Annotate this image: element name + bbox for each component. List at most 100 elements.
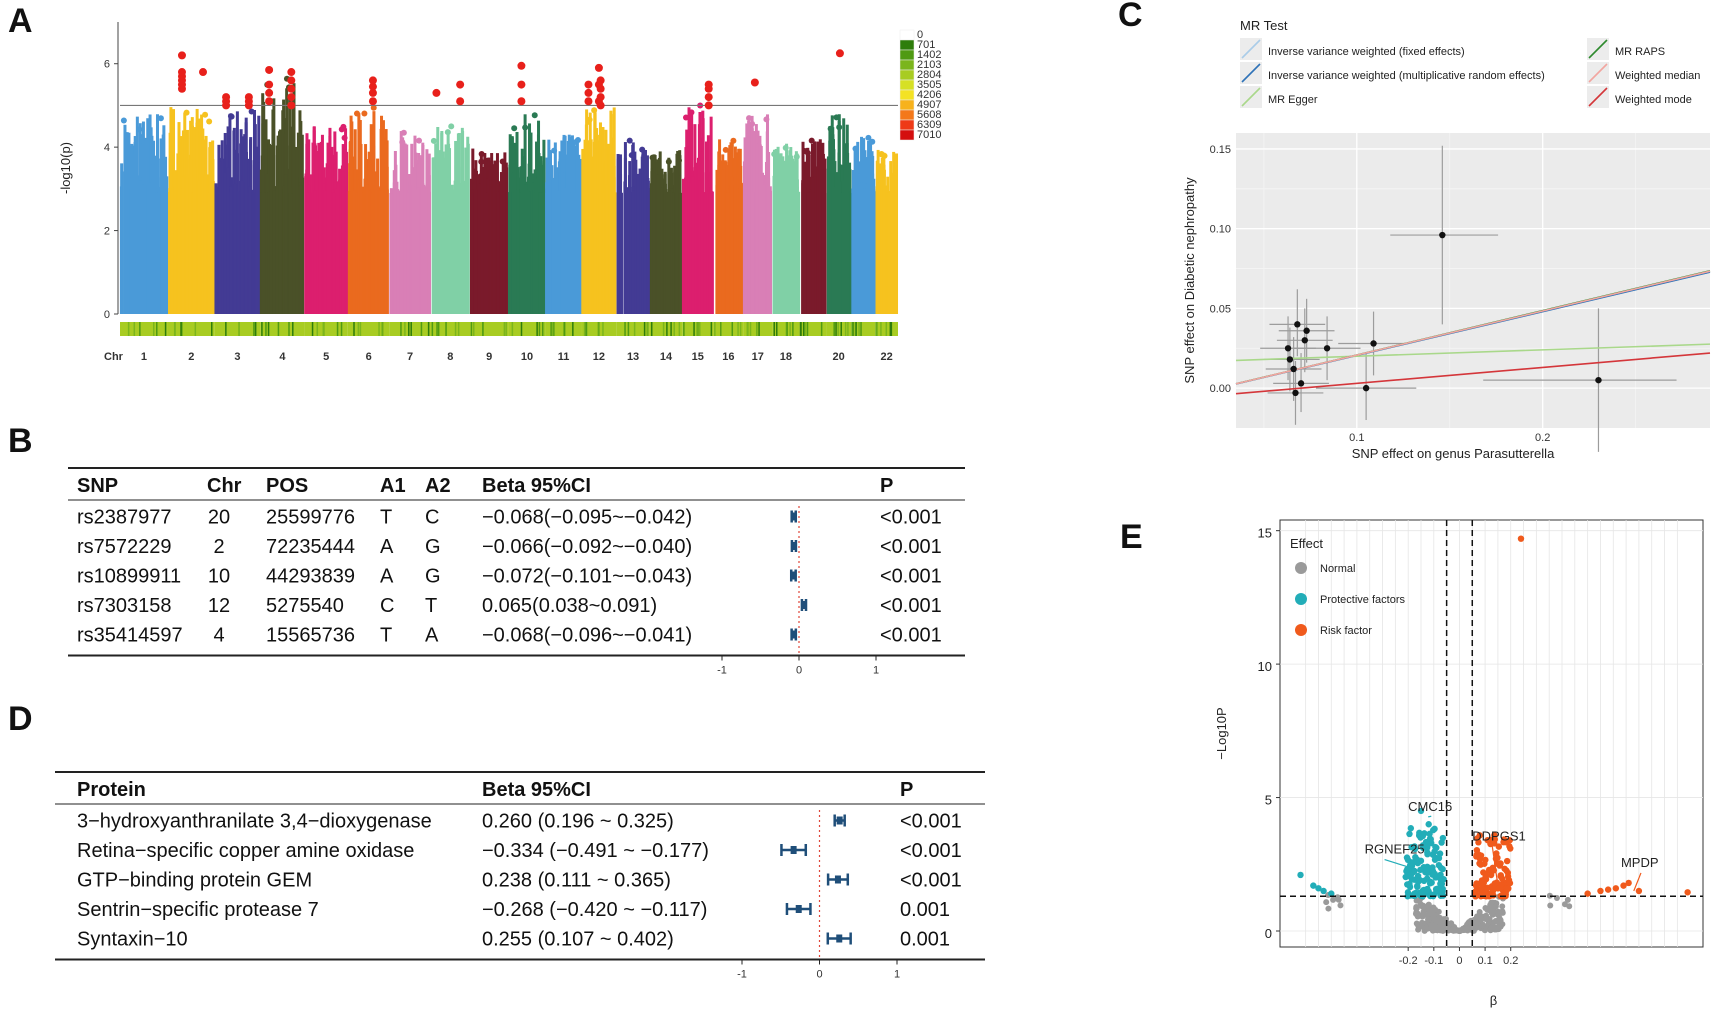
chr-point-column [758, 144, 762, 314]
chr-point-column [119, 186, 123, 314]
density-cell [802, 322, 805, 336]
chr-point-column [218, 161, 222, 314]
chr-point-column [357, 179, 361, 314]
significant-snp-point [750, 78, 759, 87]
significant-snp-point [222, 93, 231, 102]
chr-point-column [738, 148, 742, 314]
significant-snp-point [265, 88, 274, 97]
density-cell [265, 322, 267, 336]
table-cell-p: <0.001 [900, 870, 962, 892]
chr-point-column [275, 145, 279, 314]
normal-point [1440, 927, 1447, 934]
chr-top-point [682, 114, 689, 121]
chr-point-column [656, 174, 660, 314]
chr-point-column [686, 173, 690, 314]
chr-top-point [120, 117, 127, 124]
chr-point-column [843, 164, 847, 314]
density-cell [445, 322, 447, 336]
chr-1-density-strip [120, 322, 168, 336]
chr-point-column [638, 173, 642, 314]
forest-point-estimate [836, 816, 843, 825]
chr-point-column [306, 192, 310, 314]
forest-ci-bar [800, 599, 808, 611]
chr-top-point [248, 108, 255, 115]
protective-point [1405, 892, 1413, 899]
density-cell [359, 322, 362, 336]
chr-point-column [181, 176, 185, 314]
y-tick-label: 2 [104, 226, 110, 238]
normal-point [1497, 922, 1504, 929]
density-cell [470, 322, 473, 336]
y-tick-label: 0.00 [1210, 383, 1231, 395]
y-tick-label: 0 [1265, 926, 1272, 941]
density-legend-label: 0 [917, 29, 923, 41]
density-cell [800, 322, 802, 336]
chr-18-density-strip [772, 322, 800, 336]
density-cell [678, 322, 681, 336]
table-cell-a2: T [425, 595, 437, 617]
chr-point-column [341, 171, 345, 314]
chr-point-column [229, 187, 233, 314]
normal-point [1428, 922, 1435, 929]
chr-top-point [499, 158, 506, 165]
density-cell [647, 322, 649, 336]
panel-label-c: C [1118, 0, 1143, 34]
chr-point-column [870, 151, 874, 314]
chr-point-column [667, 190, 671, 314]
density-cell [260, 322, 305, 336]
table-cell-chr: 12 [208, 595, 230, 617]
chr-10-points [507, 112, 546, 314]
table-header-cell: Protein [77, 779, 146, 801]
density-cell [120, 322, 168, 336]
density-cell [322, 322, 325, 336]
chr-point-column [768, 186, 772, 314]
normal-point [1499, 909, 1506, 916]
chr-point-column [862, 188, 866, 314]
protective-point [1429, 868, 1437, 875]
chr-point-column [700, 151, 704, 314]
risk-point [1496, 862, 1503, 869]
chr-point-column [780, 192, 784, 314]
chr-point-column [323, 190, 327, 314]
protective-point [1297, 871, 1304, 879]
forest-point-estimate [790, 542, 797, 550]
chr-top-point [628, 152, 635, 159]
protective-point [1417, 807, 1425, 815]
chr-16-points [715, 137, 744, 314]
chr-13-density-strip [616, 322, 650, 336]
density-cell [731, 322, 734, 336]
risk-point [1484, 836, 1491, 844]
protective-point [1423, 866, 1431, 874]
protective-point [1411, 892, 1419, 899]
density-cell [410, 322, 412, 336]
table-cell-ci: 0.255 (0.107 ~ 0.402) [482, 929, 674, 951]
chr-point-column [513, 165, 517, 314]
y-axis-label: SNP effect on Diabetic nephropathy [1182, 177, 1197, 384]
chr-point-column [577, 154, 581, 314]
chr-point-column [485, 192, 489, 314]
chr-point-column [244, 134, 248, 314]
x-tick-label: 8 [447, 351, 453, 363]
normal-point [1474, 919, 1481, 926]
chr-top-point [206, 118, 213, 125]
chr-point-column [203, 175, 207, 314]
chr-point-column [526, 189, 530, 314]
table-cell-ci: −0.268 (−0.420 ~ −0.117) [482, 899, 707, 921]
legend-entry: MR RAPS [1615, 46, 1665, 58]
gene-label: CMC16 [1408, 799, 1452, 814]
risk-point [1480, 879, 1487, 887]
risk-point [1485, 890, 1492, 897]
table-cell-ci: 0.238 (0.111 ~ 0.365) [482, 870, 671, 892]
chr-10-density-strip [508, 322, 546, 336]
chr-top-point [591, 107, 598, 114]
chr-18-points [771, 143, 801, 314]
density-cell [181, 322, 183, 336]
table-cell-p: <0.001 [880, 507, 942, 529]
chr-point-column [570, 178, 574, 314]
chr-point-column [565, 154, 569, 314]
chr-point-column [531, 182, 535, 314]
chr-point-column [585, 192, 589, 314]
chr-point-column [675, 155, 679, 314]
chr-top-point [585, 118, 592, 125]
density-cell [885, 322, 888, 336]
